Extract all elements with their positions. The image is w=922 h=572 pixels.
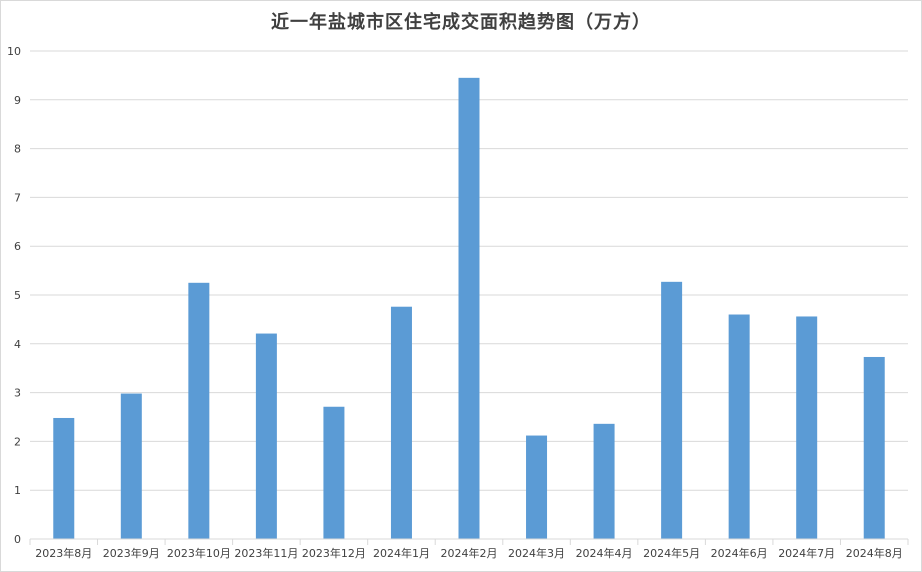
x-tick-label: 2024年4月 (576, 546, 633, 560)
y-tick-label: 6 (14, 240, 21, 253)
y-tick-label: 2 (14, 435, 21, 448)
y-axis-ticks: 0 1 2 3 4 5 6 7 8 9 10 (7, 45, 21, 546)
x-tick-label: 2024年8月 (846, 546, 903, 560)
bar (796, 316, 818, 539)
y-tick-label: 1 (14, 484, 21, 497)
bar (323, 406, 345, 539)
y-tick-label: 5 (14, 289, 21, 302)
x-tick-label: 2024年5月 (643, 546, 700, 560)
y-tick-label: 3 (14, 387, 21, 400)
x-tick-label: 2024年7月 (778, 546, 835, 560)
y-tick-label: 10 (7, 45, 21, 58)
x-tick-label: 2024年3月 (508, 546, 565, 560)
x-tick-label: 2023年11月 (234, 546, 298, 560)
x-tick-label: 2024年1月 (373, 546, 430, 560)
bar (188, 282, 210, 539)
bar (255, 333, 277, 539)
bar (728, 314, 750, 539)
x-axis-labels: 2023年8月 2023年9月 2023年10月 2023年11月 2023年12月 20… (35, 546, 902, 560)
y-tick-label: 0 (14, 533, 21, 546)
bars (53, 77, 885, 539)
y-tick-label: 9 (14, 94, 21, 107)
bar (390, 306, 412, 539)
x-axis (29, 538, 909, 545)
bar (458, 77, 480, 539)
bar (526, 435, 548, 539)
bar (53, 417, 75, 539)
y-tick-label: 8 (14, 143, 21, 156)
x-tick-label: 2023年9月 (103, 546, 160, 560)
x-tick-label: 2024年6月 (711, 546, 768, 560)
y-tick-label: 7 (14, 191, 21, 204)
x-tick-label: 2023年10月 (167, 546, 231, 560)
y-tick-label: 4 (14, 338, 21, 351)
bar (863, 356, 885, 539)
bar (120, 393, 142, 539)
bar (593, 423, 615, 539)
bar (661, 281, 683, 539)
chart-title: 近一年盐城市区住宅成交面积趋势图（万方） (271, 12, 651, 33)
x-tick-label: 2023年12月 (302, 546, 366, 560)
x-tick-label: 2024年2月 (441, 546, 498, 560)
x-tick-label: 2023年8月 (35, 546, 92, 560)
